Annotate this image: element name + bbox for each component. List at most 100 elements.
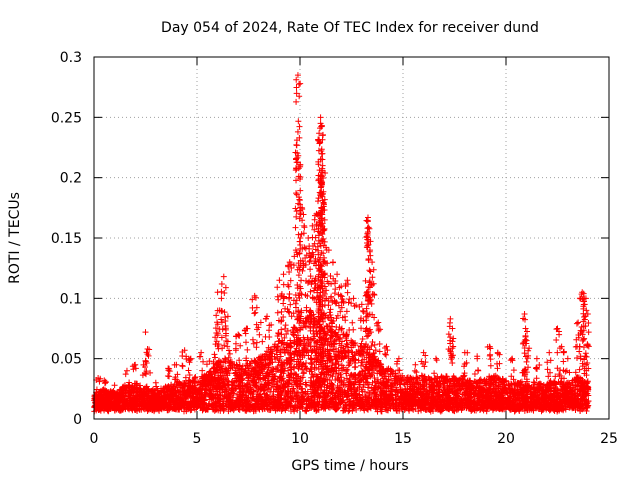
data-point [190, 389, 197, 396]
data-point [250, 408, 257, 415]
data-point [164, 388, 171, 395]
data-point [332, 406, 339, 413]
data-point [93, 393, 100, 400]
data-point [242, 407, 249, 414]
data-point [405, 378, 412, 385]
data-point [137, 393, 144, 400]
data-point [532, 401, 539, 408]
data-point [417, 381, 424, 388]
data-point [153, 403, 160, 410]
data-point [570, 401, 577, 408]
data-point [303, 391, 310, 398]
data-point [199, 385, 206, 392]
data-point [393, 387, 400, 394]
data-point [199, 380, 206, 387]
data-point [151, 406, 158, 413]
data-point [127, 404, 134, 411]
data-points [91, 72, 592, 415]
data-point [274, 355, 281, 362]
data-point [547, 406, 554, 413]
data-point [93, 400, 100, 407]
data-point [492, 380, 499, 387]
data-point [494, 404, 501, 411]
data-point [294, 398, 301, 405]
data-point [274, 346, 281, 353]
data-point [383, 394, 390, 401]
data-point [283, 401, 290, 408]
data-point [440, 388, 447, 395]
data-point [370, 350, 377, 357]
data-point [455, 380, 462, 387]
data-point [507, 395, 514, 402]
data-point [307, 327, 314, 334]
data-point [401, 390, 408, 397]
data-point [171, 381, 178, 388]
data-point [245, 375, 252, 382]
data-point [315, 402, 322, 409]
data-point [288, 356, 295, 363]
data-point [496, 383, 503, 390]
data-point [279, 346, 286, 353]
data-point [142, 404, 149, 411]
data-point [274, 391, 281, 398]
data-point [117, 407, 124, 414]
data-point [390, 386, 397, 393]
data-point [501, 385, 508, 392]
data-point [118, 394, 125, 401]
data-point [114, 401, 121, 408]
data-point [389, 380, 396, 387]
data-point [537, 404, 544, 411]
data-point [187, 383, 194, 390]
data-point [516, 380, 523, 387]
data-point [430, 401, 437, 408]
data-point [313, 407, 320, 414]
data-point [421, 378, 428, 385]
data-point [252, 382, 259, 389]
data-point [407, 374, 414, 381]
data-point [125, 393, 132, 400]
data-point [486, 404, 493, 411]
data-point [225, 390, 232, 397]
data-point [227, 359, 234, 366]
data-point [530, 400, 537, 407]
data-point [210, 406, 217, 413]
data-point [210, 395, 217, 402]
data-point [169, 392, 176, 399]
data-point [107, 405, 114, 412]
data-point [154, 387, 161, 394]
data-point [508, 398, 515, 405]
data-point [387, 405, 394, 412]
data-point [339, 407, 346, 414]
data-point [146, 403, 153, 410]
data-point [349, 403, 356, 410]
data-point [224, 381, 231, 388]
data-point [357, 351, 364, 358]
data-point [236, 398, 243, 405]
data-point [118, 386, 125, 393]
data-point [253, 382, 260, 389]
data-point [343, 370, 350, 377]
data-point [383, 407, 390, 414]
data-point [431, 396, 438, 403]
data-point [235, 365, 242, 372]
data-point [361, 388, 368, 395]
data-point [189, 390, 196, 397]
data-point [367, 397, 374, 404]
data-point [126, 401, 133, 408]
data-point [192, 374, 199, 381]
data-point [304, 388, 311, 395]
data-point [527, 388, 534, 395]
data-point [313, 408, 320, 415]
data-point [170, 388, 177, 395]
data-point [351, 380, 358, 387]
data-point [552, 385, 559, 392]
data-point [478, 382, 485, 389]
data-point [188, 406, 195, 413]
data-point [296, 320, 303, 327]
data-point [333, 402, 340, 409]
data-point [132, 398, 139, 405]
data-point [536, 399, 543, 406]
data-point [433, 390, 440, 397]
data-point [370, 388, 377, 395]
data-point [270, 375, 277, 382]
